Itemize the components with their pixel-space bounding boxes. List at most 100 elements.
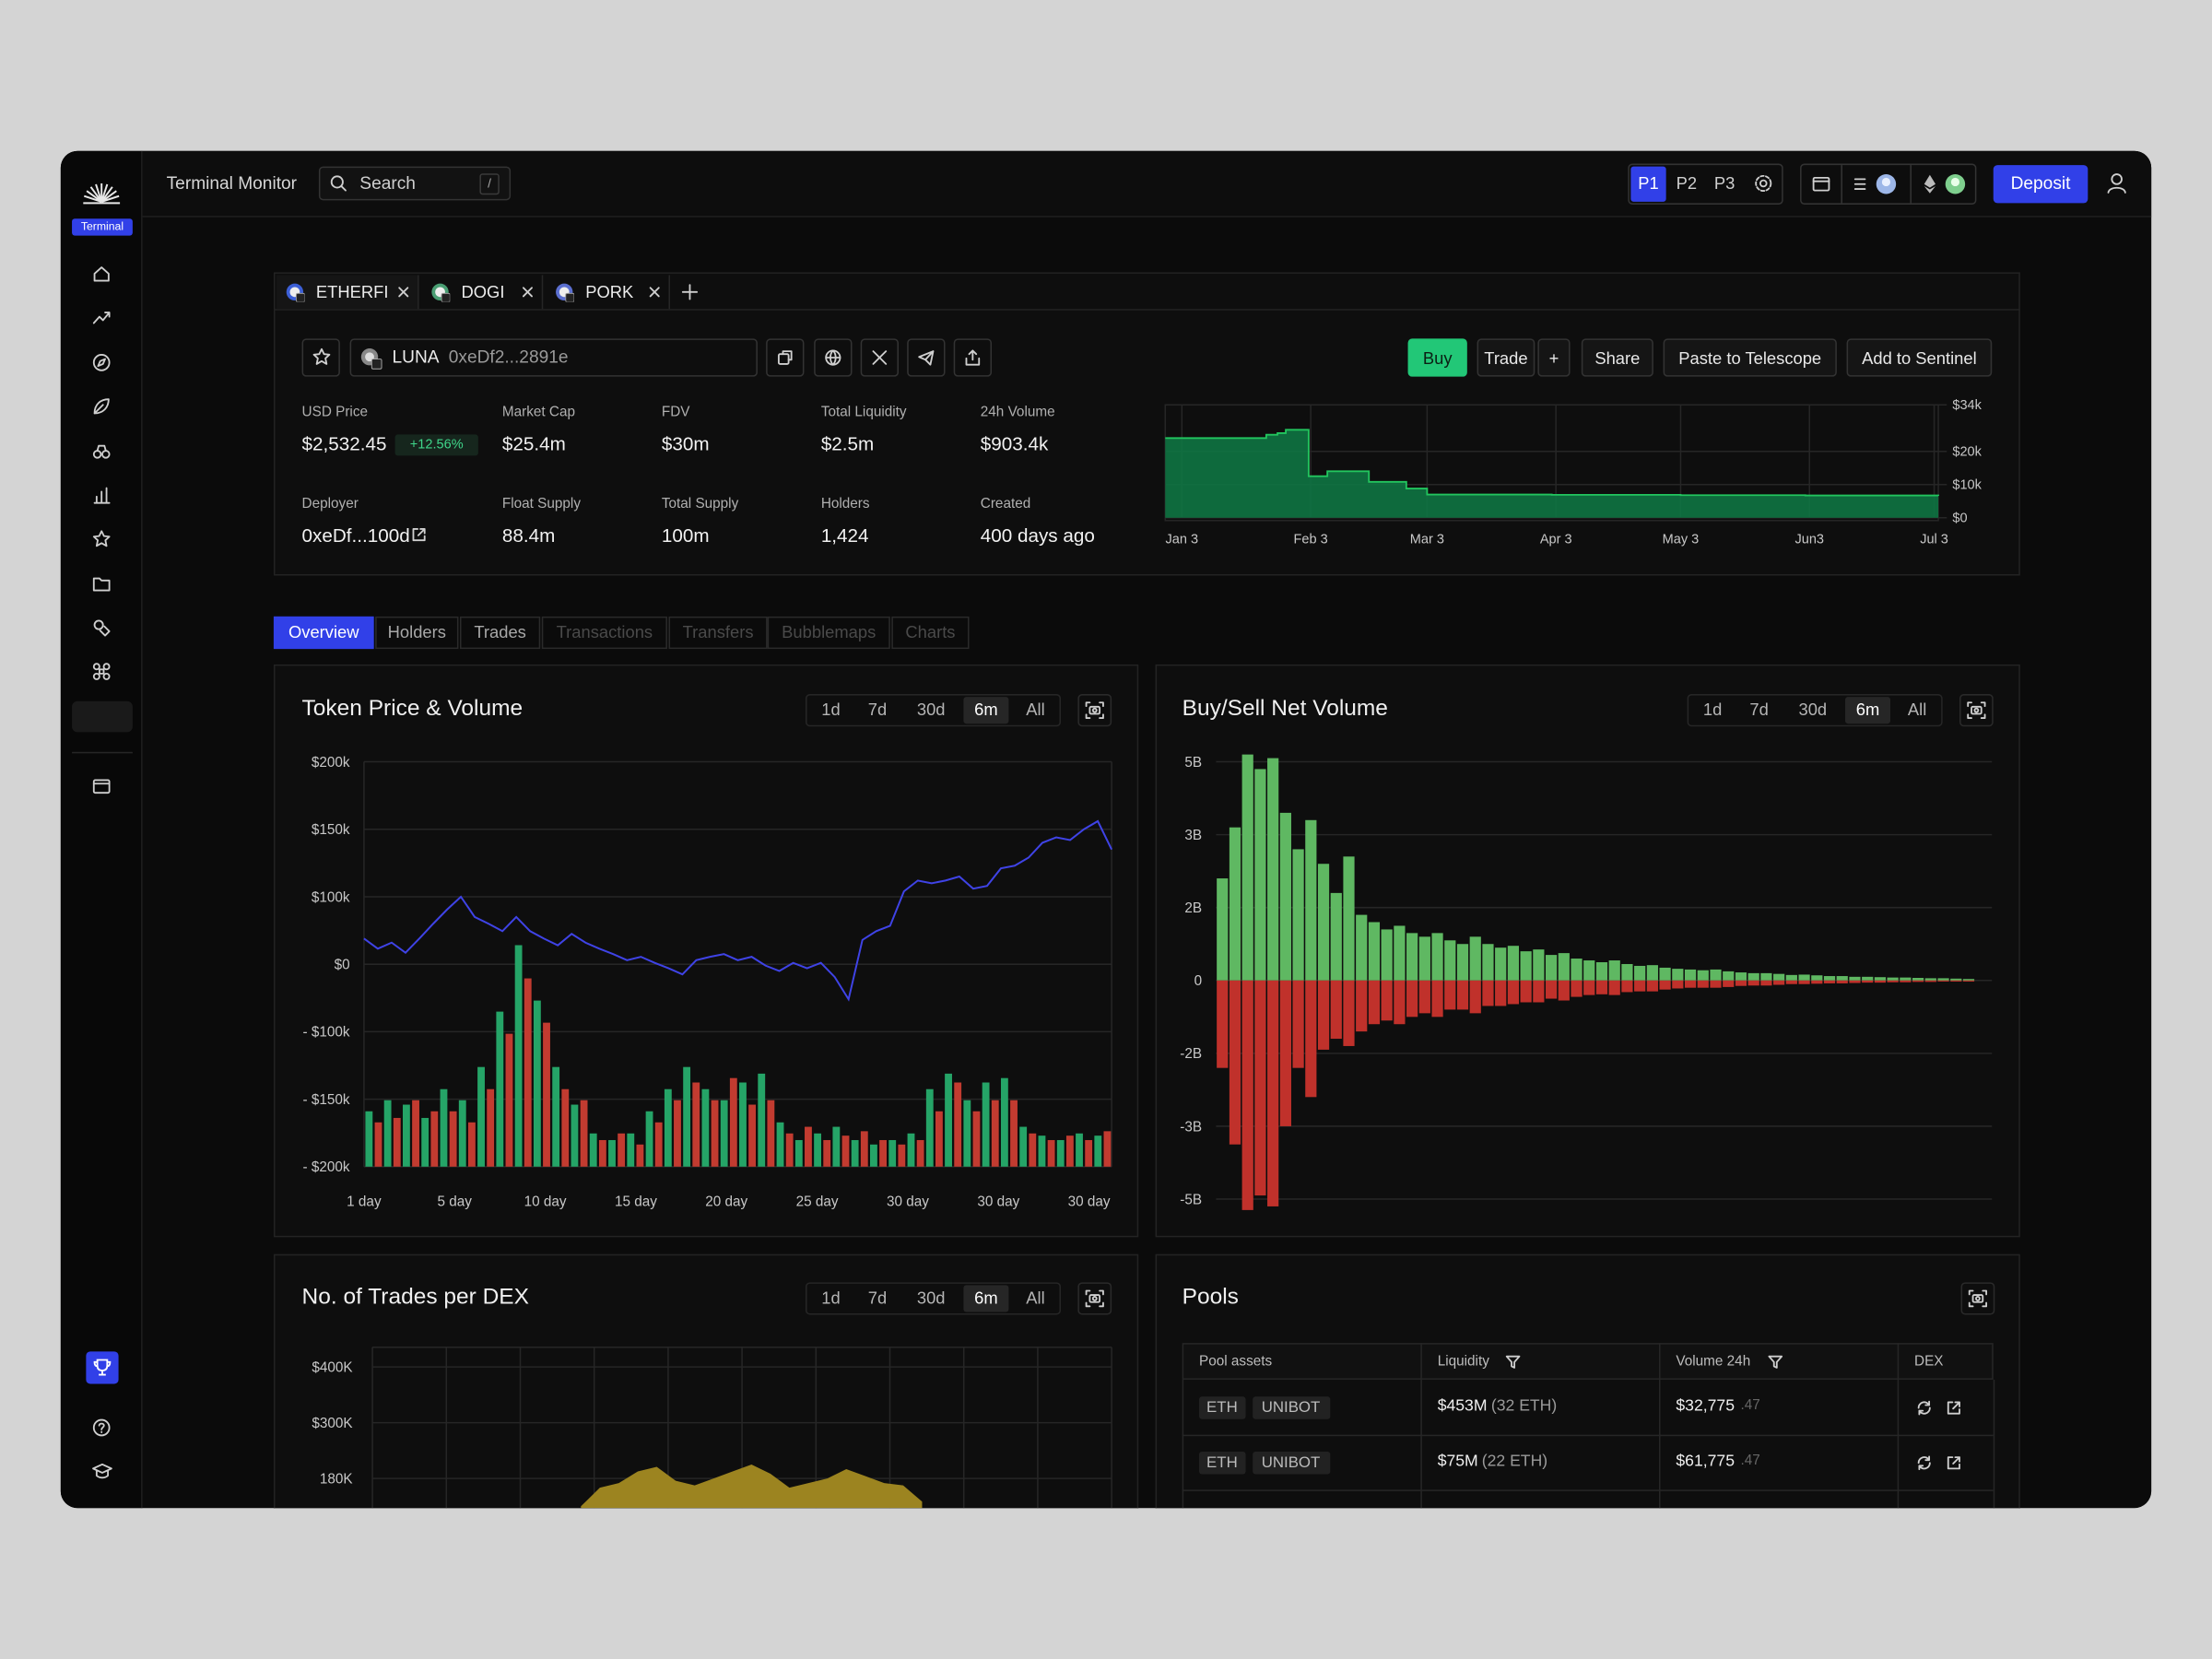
stat-label: 24h Volume (980, 405, 1055, 421)
nav-icon (92, 354, 111, 371)
tool-icon (825, 349, 841, 366)
range-option[interactable]: 7d (867, 700, 888, 720)
token-tab[interactable] (422, 275, 544, 310)
range-option[interactable]: 30d (916, 700, 946, 720)
range-option[interactable]: All (1026, 700, 1045, 720)
tool-button[interactable] (953, 338, 993, 377)
token-icon (286, 283, 305, 302)
deposit-button[interactable]: Deposit (1993, 165, 2088, 204)
action-button[interactable]: Buy (1407, 338, 1467, 377)
stat-value: 88.4m (501, 524, 556, 547)
stat-value: 1,424 (820, 524, 869, 547)
stat-label: Total Supply (661, 496, 739, 512)
tab-strip-line (273, 309, 2020, 311)
pool-table-header (1182, 1343, 1994, 1380)
range-option[interactable]: 30d (916, 1288, 946, 1308)
filter-icon (1505, 1355, 1521, 1369)
range-option[interactable]: 1d (1702, 700, 1723, 720)
nav-icon (92, 779, 111, 794)
range-option[interactable]: 6m (963, 697, 1009, 724)
screenshot-button[interactable] (1960, 1282, 1995, 1315)
preset-button[interactable]: P2 (1676, 173, 1698, 194)
volume-cents: .47 (1740, 1397, 1760, 1414)
range-option[interactable]: 30d (1798, 700, 1828, 720)
token-address: 0xeDf2...2891e (448, 347, 569, 367)
wallet-group (1800, 163, 1977, 205)
asset-chip: UNIBOT (1252, 1451, 1330, 1475)
trophy-icon (93, 1359, 112, 1376)
settings-icon (1755, 174, 1772, 193)
range-option[interactable]: All (1026, 1288, 1045, 1308)
brand-badge: Terminal (72, 218, 133, 236)
col-divider (1897, 1343, 1900, 1509)
range-option[interactable]: All (1907, 700, 1927, 720)
stat-value: $25.4m (501, 432, 566, 454)
network-icon (1924, 174, 1966, 194)
action-button[interactable]: Trade (1477, 338, 1535, 377)
trophy-button[interactable] (86, 1351, 119, 1384)
range-option[interactable]: 7d (1749, 700, 1769, 720)
stat-value: 0xeDf...100d (301, 524, 410, 547)
range-option[interactable]: 1d (821, 700, 841, 720)
camera-icon (1085, 701, 1104, 719)
volume-cents: .47 (1740, 1453, 1760, 1469)
stat-label: FDV (661, 405, 690, 421)
external-link-icon (1947, 1456, 1960, 1470)
help-icon (92, 1418, 111, 1437)
screenshot-button[interactable] (1077, 1282, 1112, 1315)
stat-label: Market Cap (501, 405, 576, 421)
nav-icon (93, 398, 110, 415)
tool-button[interactable] (766, 338, 805, 377)
token-tab[interactable] (546, 275, 671, 310)
table-header: Liquidity (1437, 1354, 1489, 1371)
asset-chip: UNIBOT (1252, 1396, 1330, 1419)
asset-chip: ETH (1199, 1396, 1245, 1419)
stat-value: 100m (661, 524, 710, 547)
subtab[interactable]: Trades (459, 616, 541, 650)
screenshot-button[interactable] (1077, 694, 1112, 727)
nav-icon (92, 444, 111, 459)
close-icon (522, 287, 533, 298)
screenshot-button[interactable] (1959, 694, 1994, 727)
user-icon (2107, 173, 2126, 194)
star-button[interactable] (301, 338, 340, 377)
preset-button[interactable]: P3 (1713, 173, 1735, 194)
external-link-icon (412, 528, 426, 542)
token-icon (431, 283, 451, 302)
range-option[interactable]: 1d (821, 1288, 841, 1308)
close-icon (398, 287, 409, 298)
search-box[interactable] (318, 166, 512, 201)
swap-icon (1917, 1400, 1931, 1416)
camera-icon (1968, 1289, 1988, 1308)
range-option[interactable]: 6m (1845, 697, 1891, 724)
preset-group (1628, 163, 1783, 205)
nav-icon (93, 619, 111, 637)
nav-icon (92, 577, 111, 592)
stat-value: 400 days ago (980, 524, 1095, 547)
swap-icon (1917, 1455, 1931, 1471)
subtab[interactable]: Holders (375, 616, 459, 650)
tool-button[interactable] (860, 338, 899, 377)
range-option[interactable]: 6m (963, 1285, 1009, 1312)
wallet-icon (1812, 176, 1830, 192)
range-option[interactable]: 7d (867, 1288, 888, 1308)
camera-icon (1967, 701, 1986, 719)
stat-label: USD Price (301, 405, 369, 421)
action-button[interactable]: Share (1581, 338, 1653, 377)
chart-card (1155, 664, 2020, 1238)
action-button[interactable]: + (1537, 338, 1571, 377)
preset-button[interactable]: P1 (1630, 166, 1666, 202)
address-box (349, 338, 758, 377)
subtab: Charts (891, 616, 970, 650)
subtab[interactable]: Overview (273, 616, 374, 650)
col-divider (1420, 1343, 1422, 1509)
asset-chip: ETH (1199, 1451, 1245, 1475)
search-icon (330, 175, 347, 192)
liquidity-eth: (32 ETH) (1490, 1397, 1558, 1416)
action-button[interactable]: Add to Sentinel (1846, 338, 1993, 377)
action-button[interactable]: Paste to Telescope (1663, 338, 1837, 377)
tool-button[interactable] (814, 338, 853, 377)
tool-button[interactable] (907, 338, 946, 377)
